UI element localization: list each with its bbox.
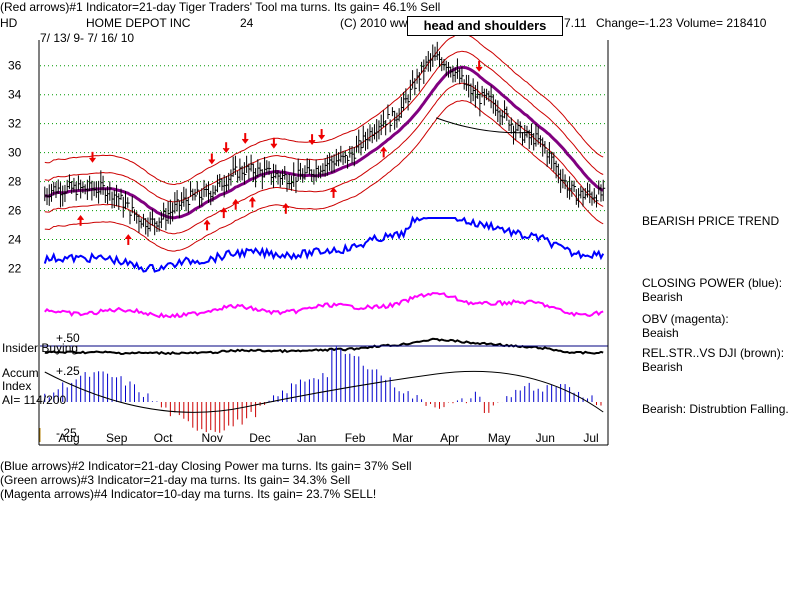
company-name: HOME DEPOT INC xyxy=(86,16,191,30)
x-tick-label: Feb xyxy=(345,431,366,445)
buy-arrow xyxy=(203,219,211,231)
distribution-label: Bearish: Distrubtion Falling. xyxy=(642,402,789,416)
x-tick-label: Nov xyxy=(202,431,223,445)
y-tick-label: 22 xyxy=(8,262,22,276)
x-tick-label: May xyxy=(488,431,511,445)
sell-arrow xyxy=(475,60,483,72)
closing-power-status: Bearish xyxy=(642,290,683,304)
buy-arrow xyxy=(124,234,132,245)
x-tick-label: Dec xyxy=(249,431,270,445)
closing-power-label: CLOSING POWER (blue): xyxy=(642,276,783,290)
ticker-symbol: HD xyxy=(0,16,18,30)
sell-arrow xyxy=(270,137,278,149)
y-tick-label: 36 xyxy=(8,59,22,73)
sell-arrow xyxy=(308,134,316,146)
obv xyxy=(44,291,604,319)
y-tick-label: 26 xyxy=(8,204,22,218)
relstr-status: Bearish xyxy=(642,360,683,374)
price-bars xyxy=(44,41,606,237)
insider-buying-label: Insider Buying xyxy=(2,341,79,355)
sell-arrow xyxy=(318,129,326,140)
chart-axes xyxy=(38,40,609,446)
accum-ma xyxy=(44,370,604,413)
header-number: 24 xyxy=(240,16,254,30)
x-tick-label: Jan xyxy=(297,431,316,445)
upper-band xyxy=(44,33,604,186)
closing-power-line xyxy=(43,215,605,273)
price-bands xyxy=(44,33,604,252)
x-tick-label: Sep xyxy=(106,431,128,445)
sell-arrow xyxy=(241,133,249,144)
upper-band xyxy=(44,50,604,203)
relstr-label: REL.STR..VS DJI (brown): xyxy=(642,346,785,360)
volume: Volume= 218410 xyxy=(676,16,767,30)
y-tick-label: 32 xyxy=(8,117,22,131)
buy-arrow xyxy=(220,207,228,219)
y-tick-label: 24 xyxy=(8,233,22,247)
close-price: 7.11 xyxy=(564,16,587,30)
accum-plus-25: +.25 xyxy=(56,364,80,378)
buy-arrow xyxy=(249,196,256,208)
head-and-shoulders-callout: head and shoulders xyxy=(407,16,563,36)
sell-arrow xyxy=(208,153,216,165)
copyright: (C) 2010 ww xyxy=(340,16,408,30)
y-axis-ticks: 22 24 26 28 30 32 34 36 xyxy=(8,59,22,276)
sell-arrow xyxy=(89,151,96,163)
x-tick-label: Apr xyxy=(440,431,459,445)
price-gridlines xyxy=(40,65,608,270)
sell-arrow xyxy=(222,142,230,154)
x-tick-label: Oct xyxy=(154,431,173,445)
moving-average-line xyxy=(44,65,604,220)
lower-band xyxy=(44,99,604,252)
obv-label: OBV (magenta): xyxy=(642,312,729,326)
relative-strength-line xyxy=(40,337,608,356)
price-change: Change=-1.23 xyxy=(596,16,673,30)
y-tick-label: 30 xyxy=(8,146,22,160)
ai-score: AI= 114/200 xyxy=(2,393,67,407)
y-tick-label: 28 xyxy=(8,175,22,189)
buy-arrow xyxy=(232,198,240,210)
neckline xyxy=(435,117,532,134)
bearish-price-trend: BEARISH PRICE TREND xyxy=(642,214,780,228)
buy-arrow xyxy=(282,202,290,214)
buy-arrow xyxy=(380,146,388,158)
lower-band xyxy=(44,82,604,235)
footer-indicator-4: (Magenta arrows)#4 Indicator=10-day ma t… xyxy=(0,487,377,501)
x-tick-label: Jul xyxy=(583,431,598,445)
head-and-shoulders-neckline xyxy=(435,117,532,134)
footer-indicator-2: (Blue arrows)#2 Indicator=21-day Closing… xyxy=(0,459,412,473)
ma-21-day xyxy=(44,65,604,220)
index-label: Index xyxy=(2,379,32,393)
buy-arrow xyxy=(330,187,337,198)
x-axis-labels: Aug Sep Oct Nov Dec Jan Feb Mar Apr May Jun Jul xyxy=(58,431,598,445)
accum-minus-25: -.25 xyxy=(56,426,77,440)
accumulation-index-histogram xyxy=(44,346,604,433)
signal-arrows xyxy=(77,60,483,245)
y-tick-label: 34 xyxy=(8,88,22,102)
obv-status: Beaish xyxy=(642,326,679,340)
accum-label: Accum xyxy=(2,366,39,380)
buy-arrow xyxy=(77,214,84,226)
x-tick-label: Mar xyxy=(392,431,413,445)
closing-power xyxy=(43,215,605,273)
obv-line xyxy=(44,291,604,319)
footer-indicator-3: (Green arrows)#3 Indicator=21-day ma tur… xyxy=(0,473,351,487)
header-indicator-1: (Red arrows)#1 Indicator=21-day Tiger Tr… xyxy=(0,0,441,14)
x-tick-label: Jun xyxy=(536,431,555,445)
date-range: 7/ 13/ 9- 7/ 16/ 10 xyxy=(40,31,135,45)
accum-plus-50: +.50 xyxy=(56,331,80,345)
x-tick-label: Aug xyxy=(58,431,79,445)
